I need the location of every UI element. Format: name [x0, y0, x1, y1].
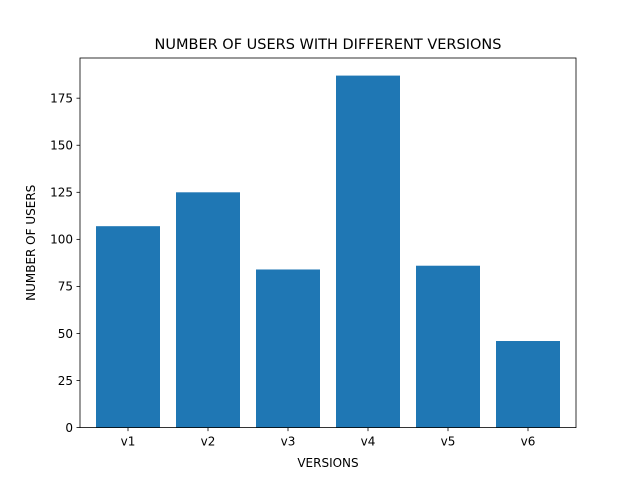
y-tick-label-175: 175	[50, 91, 73, 105]
y-tick-label-75: 75	[58, 280, 73, 294]
y-axis-label: NUMBER OF USERS	[24, 185, 38, 301]
bar-v5	[416, 265, 480, 428]
y-tick-label-150: 150	[50, 139, 73, 153]
y-tick-label-125: 125	[50, 186, 73, 200]
x-tick-label-v2: v2	[201, 435, 216, 449]
y-tick-label-25: 25	[58, 374, 73, 388]
x-tick-label-v1: v1	[121, 435, 136, 449]
x-axis-label: VERSIONS	[297, 456, 358, 470]
bars-group	[96, 75, 560, 428]
y-tick-label-50: 50	[58, 327, 73, 341]
bar-v2	[176, 192, 240, 428]
y-axis: 0 25 50 75 100 125 150 175	[50, 91, 80, 435]
x-tick-label-v6: v6	[521, 435, 536, 449]
y-tick-label-100: 100	[50, 233, 73, 247]
x-tick-label-v4: v4	[361, 435, 376, 449]
y-tick-label-0: 0	[65, 421, 73, 435]
bar-v4	[336, 75, 400, 428]
bar-v3	[256, 269, 320, 428]
x-axis: v1 v2 v3 v4 v5 v6	[121, 427, 536, 449]
bar-v6	[496, 341, 560, 428]
x-tick-label-v5: v5	[441, 435, 456, 449]
x-tick-label-v3: v3	[281, 435, 296, 449]
chart-title: NUMBER OF USERS WITH DIFFERENT VERSIONS	[155, 37, 502, 53]
plot-frame	[79, 57, 577, 429]
bar-v1	[96, 226, 160, 428]
